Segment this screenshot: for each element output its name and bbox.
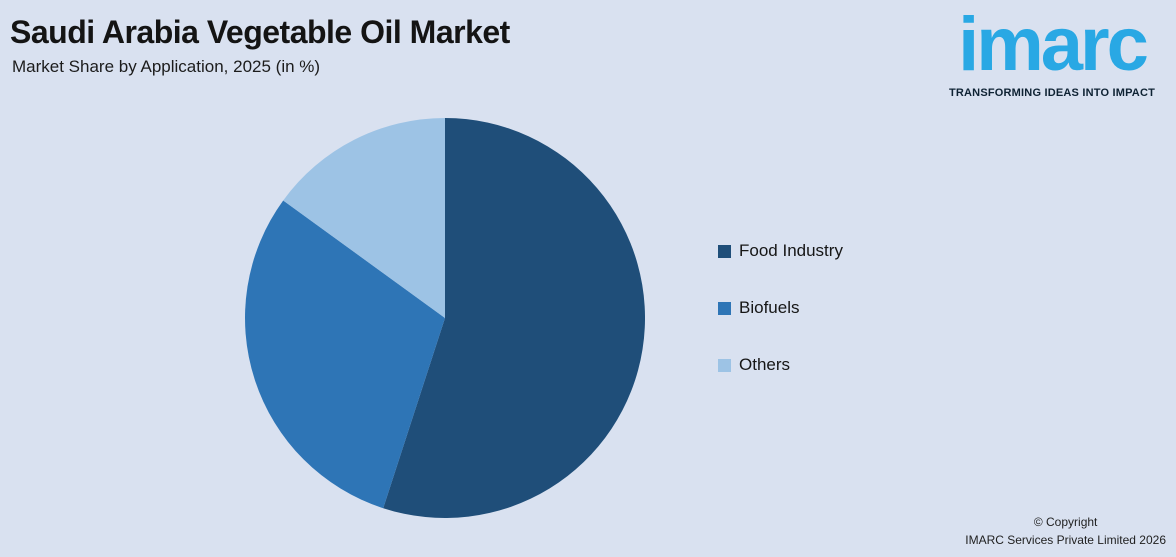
copyright-notice: © Copyright IMARC Services Private Limit… xyxy=(965,513,1166,549)
pie-slice-biofuels xyxy=(245,200,445,509)
copyright-line-1: © Copyright xyxy=(1033,515,1098,529)
legend-label: Others xyxy=(739,355,791,374)
copyright-line-2: IMARC Services Private Limited 2026 xyxy=(965,533,1166,547)
legend-item-food-industry: Food Industry xyxy=(718,241,843,260)
legend-item-biofuels: Biofuels xyxy=(718,298,843,317)
legend-label: Biofuels xyxy=(739,298,800,317)
legend-label: Food Industry xyxy=(739,241,843,260)
legend-item-others: Others xyxy=(718,355,843,374)
pie-chart xyxy=(245,118,645,518)
page-title: Saudi Arabia Vegetable Oil Market xyxy=(10,14,510,50)
imarc-logo-wordmark: imarc xyxy=(958,2,1149,87)
pie-slice-others xyxy=(283,118,445,318)
legend-swatch xyxy=(718,301,731,315)
chart-legend: Food Industry Biofuels Others xyxy=(718,241,843,413)
imarc-logo-tagline: TRANSFORMING IDEAS INTO IMPACT xyxy=(948,87,1156,100)
page-subtitle: Market Share by Application, 2025 (in %) xyxy=(12,56,321,76)
pie-slice-food-industry xyxy=(383,118,645,518)
legend-swatch xyxy=(718,244,731,258)
imarc-logo: imarc TRANSFORMING IDEAS INTO IMPACT xyxy=(936,2,1168,99)
chart-header: Saudi Arabia Vegetable Oil Market Market… xyxy=(10,14,510,77)
legend-swatch xyxy=(718,358,731,372)
